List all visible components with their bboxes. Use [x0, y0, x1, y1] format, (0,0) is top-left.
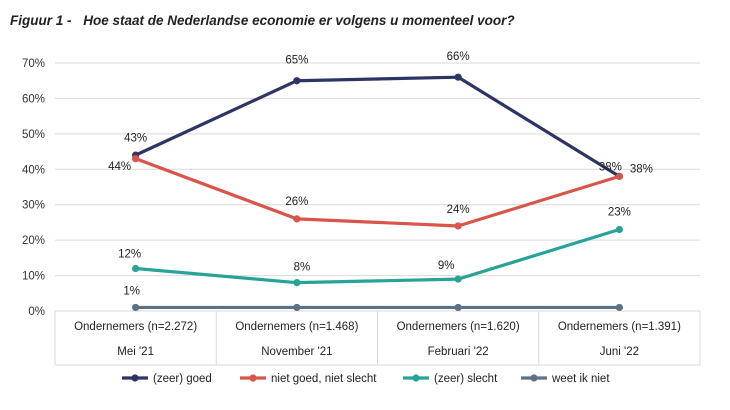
- data-point: [454, 222, 462, 230]
- data-point: [454, 275, 462, 283]
- y-tick-label: 30%: [22, 200, 45, 212]
- category-sample-label: Ondernemers (n=1.391): [558, 321, 681, 333]
- category-period-label: November '21: [261, 346, 332, 358]
- y-tick-label: 60%: [22, 93, 45, 105]
- legend-marker: [131, 374, 139, 382]
- data-label: 38%: [630, 163, 653, 175]
- y-tick-label: 0%: [28, 306, 45, 318]
- category-period-label: Februari '22: [428, 346, 489, 358]
- data-point: [454, 303, 462, 312]
- legend-marker: [412, 374, 420, 382]
- category-sample-label: Ondernemers (n=1.620): [397, 321, 520, 333]
- data-point: [132, 303, 140, 312]
- data-point: [615, 172, 623, 180]
- y-tick-label: 20%: [22, 235, 45, 247]
- data-label: 66%: [447, 51, 470, 63]
- legend-label: (zeer) slecht: [434, 373, 498, 385]
- legend-label: niet goed, niet slecht: [271, 373, 377, 385]
- data-label: 8%: [294, 262, 311, 274]
- data-label: 1%: [123, 285, 140, 297]
- data-point: [293, 279, 301, 287]
- chart-title: Figuur 1 - Hoe staat de Nederlandse econ…: [10, 13, 515, 28]
- data-point: [615, 303, 623, 312]
- legend-label: (zeer) goed: [153, 373, 212, 385]
- category-sample-label: Ondernemers (n=2.272): [74, 321, 197, 333]
- data-point: [615, 225, 623, 234]
- legend-label: weet ik niet: [551, 373, 610, 385]
- data-label: 24%: [447, 204, 470, 216]
- data-label: 12%: [118, 248, 141, 260]
- data-label: 65%: [285, 55, 308, 67]
- series-lines: [132, 73, 623, 312]
- data-point: [293, 77, 301, 85]
- data-label: 26%: [285, 196, 308, 208]
- legend: (zeer) goed niet goed, niet slecht (zeer) …: [122, 373, 610, 385]
- gridlines: [55, 62, 700, 312]
- figure-title: Hoe staat de Nederlandse economie er vol…: [83, 13, 515, 28]
- category-axis-table: Ondernemers (n=2.272) Mei '21 Ondernemers …: [54, 311, 701, 366]
- y-tick-label: 50%: [22, 129, 45, 141]
- category-sample-label: Ondernemers (n=1.468): [235, 321, 358, 333]
- y-tick-label: 70%: [22, 58, 45, 70]
- y-axis: 0% 10% 20% 30% 40% 50% 60% 70%: [22, 58, 45, 318]
- category-period-label: Juni '22: [600, 346, 639, 358]
- data-label: 43%: [124, 133, 147, 145]
- data-point: [454, 73, 462, 81]
- data-label: 23%: [608, 207, 631, 219]
- data-labels: 44% 65% 66% 38% 43% 26% 24% 38% 12% 8% 9% 23% 1%: [108, 51, 653, 297]
- y-tick-label: 40%: [22, 164, 45, 176]
- data-label: 44%: [108, 161, 131, 173]
- data-label: 38%: [599, 161, 622, 173]
- series-line: [135, 157, 620, 228]
- data-point: [132, 155, 140, 163]
- category-period-label: Mei '21: [117, 346, 154, 358]
- legend-marker: [530, 374, 538, 382]
- data-point: [293, 215, 301, 223]
- series-line: [134, 75, 621, 178]
- data-point: [293, 303, 301, 312]
- y-tick-label: 10%: [22, 271, 45, 283]
- legend-marker: [249, 374, 257, 382]
- data-point: [132, 264, 140, 273]
- series-line: [135, 227, 620, 285]
- data-label: 9%: [438, 260, 455, 272]
- figure-number: Figuur 1 -: [10, 13, 72, 28]
